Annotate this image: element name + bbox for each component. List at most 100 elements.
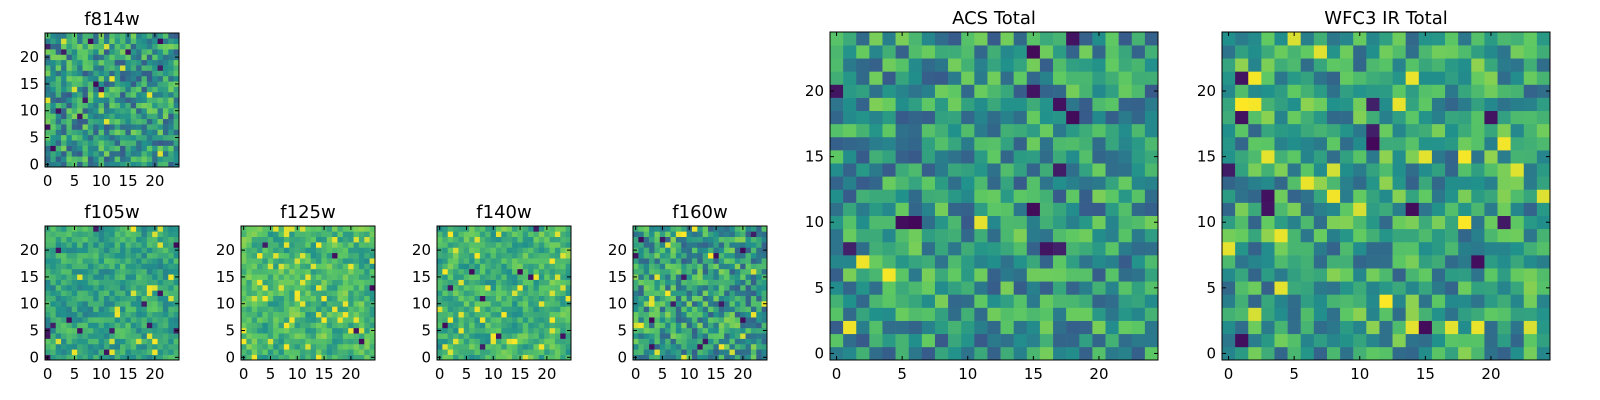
heatmap-cell [1445, 176, 1459, 190]
heatmap-cell [87, 145, 94, 152]
heatmap-cell [830, 136, 844, 151]
heatmap-cell [120, 349, 126, 355]
heatmap-cell [843, 228, 857, 243]
heatmap-cell [321, 258, 328, 264]
heatmap-cell [708, 306, 714, 313]
heatmap-cell [146, 97, 153, 103]
heatmap-cell [1261, 215, 1275, 230]
heatmap-cell [103, 263, 110, 270]
heatmap-cell [77, 86, 83, 93]
heatmap-cell [173, 59, 180, 66]
heatmap-cell [565, 263, 572, 270]
heatmap-cell [697, 236, 703, 243]
heatmap-cell [55, 134, 62, 141]
heatmap-cell [45, 49, 51, 55]
y-tick-label: 10 [412, 295, 431, 313]
heatmap-cell [654, 247, 661, 254]
heatmap-cell [734, 295, 741, 302]
heatmap-cell [1510, 215, 1525, 230]
heatmap-cell [442, 354, 449, 361]
heatmap-cell [724, 343, 730, 350]
heatmap-cell [1536, 189, 1551, 203]
heatmap-cell [316, 252, 322, 259]
heatmap-cell [1000, 268, 1014, 282]
heatmap-cell [908, 123, 923, 138]
heatmap-cell [283, 333, 290, 339]
heatmap-cell [506, 242, 513, 248]
y-tick-label: 5 [29, 129, 39, 147]
heatmap-cell [895, 110, 910, 125]
heatmap-cell [1366, 97, 1380, 112]
heatmap-cell [369, 231, 376, 238]
heatmap-cell [278, 333, 285, 339]
heatmap-cell [136, 301, 142, 307]
heatmap-cell [71, 343, 78, 350]
heatmap-cell [1366, 281, 1380, 295]
heatmap-cell [469, 338, 475, 345]
heatmap-cell [120, 150, 126, 157]
heatmap-cell [1405, 307, 1420, 321]
heatmap-cell [1300, 294, 1315, 308]
heatmap-cell [77, 118, 83, 125]
heatmap-cell [130, 124, 137, 130]
heatmap-cell [1392, 294, 1406, 308]
heatmap-cell [141, 81, 148, 87]
heatmap-cell [1326, 215, 1341, 230]
heatmap-cell [305, 333, 311, 339]
heatmap-cell [522, 274, 529, 280]
heatmap-cell [50, 284, 57, 291]
heatmap-cell [125, 290, 132, 296]
heatmap-cell [479, 306, 486, 313]
heatmap-cell [157, 333, 164, 339]
heatmap-cell [843, 45, 857, 59]
heatmap-cell [120, 108, 126, 114]
heatmap-cell [146, 327, 153, 334]
heatmap-cell [157, 252, 164, 259]
heatmap-cell [358, 242, 365, 248]
heatmap-cell [305, 258, 311, 264]
heatmap-cell [278, 231, 285, 238]
heatmap-cell [141, 295, 148, 302]
heatmap-cell [882, 255, 896, 269]
heatmap-cell [474, 349, 481, 355]
heatmap-cell [55, 91, 62, 98]
heatmap-cell [729, 333, 736, 339]
heatmap-cell [1497, 97, 1511, 112]
heatmap-cell [326, 333, 333, 339]
heatmap-cell [1353, 346, 1367, 361]
heatmap-cell [55, 118, 62, 125]
heatmap-cell [152, 284, 158, 291]
heatmap-cell [257, 301, 263, 307]
heatmap-cell [87, 290, 94, 296]
heatmap-cell [761, 284, 768, 291]
heatmap-cell [702, 279, 709, 286]
heatmap-cell [310, 306, 317, 313]
x-tick-label: 5 [462, 365, 472, 383]
heatmap-cell [77, 301, 83, 307]
heatmap-cell [686, 327, 693, 334]
heatmap-cell [45, 102, 51, 109]
heatmap-cell [533, 349, 540, 355]
heatmap-cell [55, 124, 62, 130]
heatmap-cell [750, 306, 757, 313]
heatmap-cell [1340, 281, 1354, 295]
heatmap-cell [948, 45, 962, 59]
heatmap-cell [332, 306, 338, 313]
heatmap-cell [50, 91, 57, 98]
heatmap-cell [262, 263, 269, 270]
heatmap-cell [1287, 97, 1302, 112]
heatmap-cell [305, 231, 311, 238]
heatmap-cell [61, 102, 67, 109]
heatmap-cell [697, 317, 703, 323]
heatmap-cell [152, 317, 158, 323]
heatmap-cell [921, 333, 936, 348]
heatmap-cell [103, 279, 110, 286]
heatmap-cell [241, 338, 247, 345]
heatmap-cell [724, 338, 730, 345]
heatmap-cell [1458, 255, 1472, 269]
heatmap-cell [934, 58, 949, 72]
heatmap-cell [729, 236, 736, 243]
heatmap-cell [61, 274, 67, 280]
heatmap-cell [246, 226, 253, 232]
heatmap-cell [1405, 176, 1420, 190]
